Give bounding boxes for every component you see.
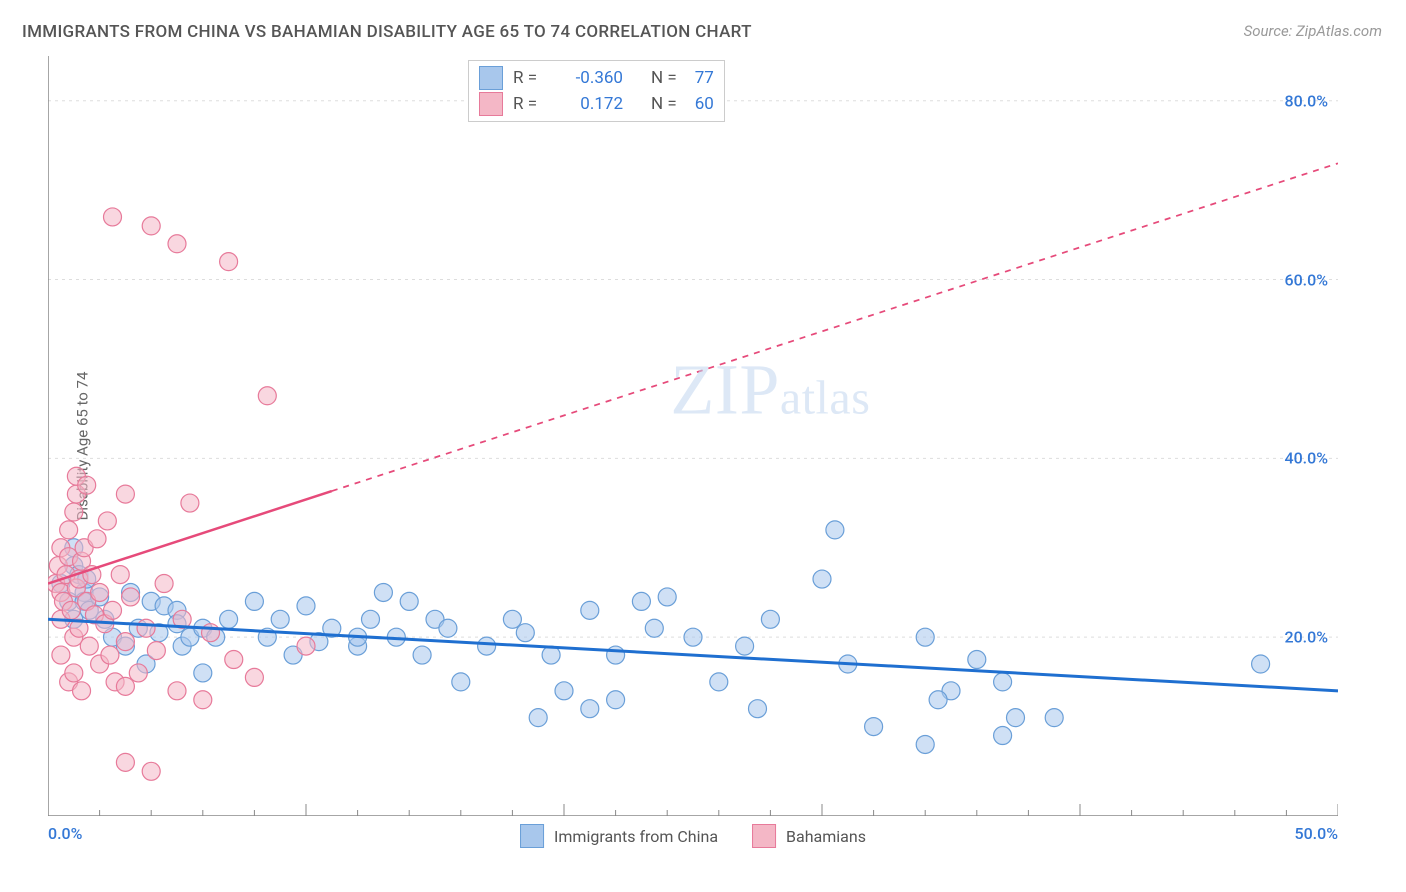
legend-row-blue: R = -0.360 N = 77 xyxy=(479,65,714,91)
chart-plot-area: ZIPatlas R = -0.360 N = 77 R = 0.172 N =… xyxy=(48,56,1338,816)
n-label: N = xyxy=(651,94,677,114)
legend-label-china: Immigrants from China xyxy=(554,827,718,846)
scatter-chart-svg xyxy=(48,56,1338,816)
y-tick-label: 20.0% xyxy=(1284,628,1328,647)
r-value-pink: 0.172 xyxy=(557,94,623,114)
x-tick-label: 50.0% xyxy=(1294,824,1338,843)
y-tick-label: 60.0% xyxy=(1284,270,1328,289)
n-value-blue: 77 xyxy=(695,68,714,88)
series-legend: Immigrants from China Bahamians xyxy=(520,824,866,848)
legend-label-bahamians: Bahamians xyxy=(786,827,866,846)
n-label: N = xyxy=(651,68,677,88)
n-value-pink: 60 xyxy=(695,94,714,114)
correlation-legend: R = -0.360 N = 77 R = 0.172 N = 60 xyxy=(468,60,725,122)
swatch-pink xyxy=(479,92,503,116)
x-tick-label: 0.0% xyxy=(48,824,82,843)
swatch-pink xyxy=(752,824,776,848)
r-label: R = xyxy=(513,68,547,88)
swatch-blue xyxy=(479,66,503,90)
legend-item-china: Immigrants from China xyxy=(520,824,718,848)
chart-title: IMMIGRANTS FROM CHINA VS BAHAMIAN DISABI… xyxy=(22,22,752,42)
r-value-blue: -0.360 xyxy=(557,68,623,88)
y-tick-label: 40.0% xyxy=(1284,449,1328,468)
legend-row-pink: R = 0.172 N = 60 xyxy=(479,91,714,117)
y-tick-label: 80.0% xyxy=(1284,91,1328,110)
source-attribution: Source: ZipAtlas.com xyxy=(1244,22,1382,40)
swatch-blue xyxy=(520,824,544,848)
legend-item-bahamians: Bahamians xyxy=(752,824,866,848)
r-label: R = xyxy=(513,94,547,114)
